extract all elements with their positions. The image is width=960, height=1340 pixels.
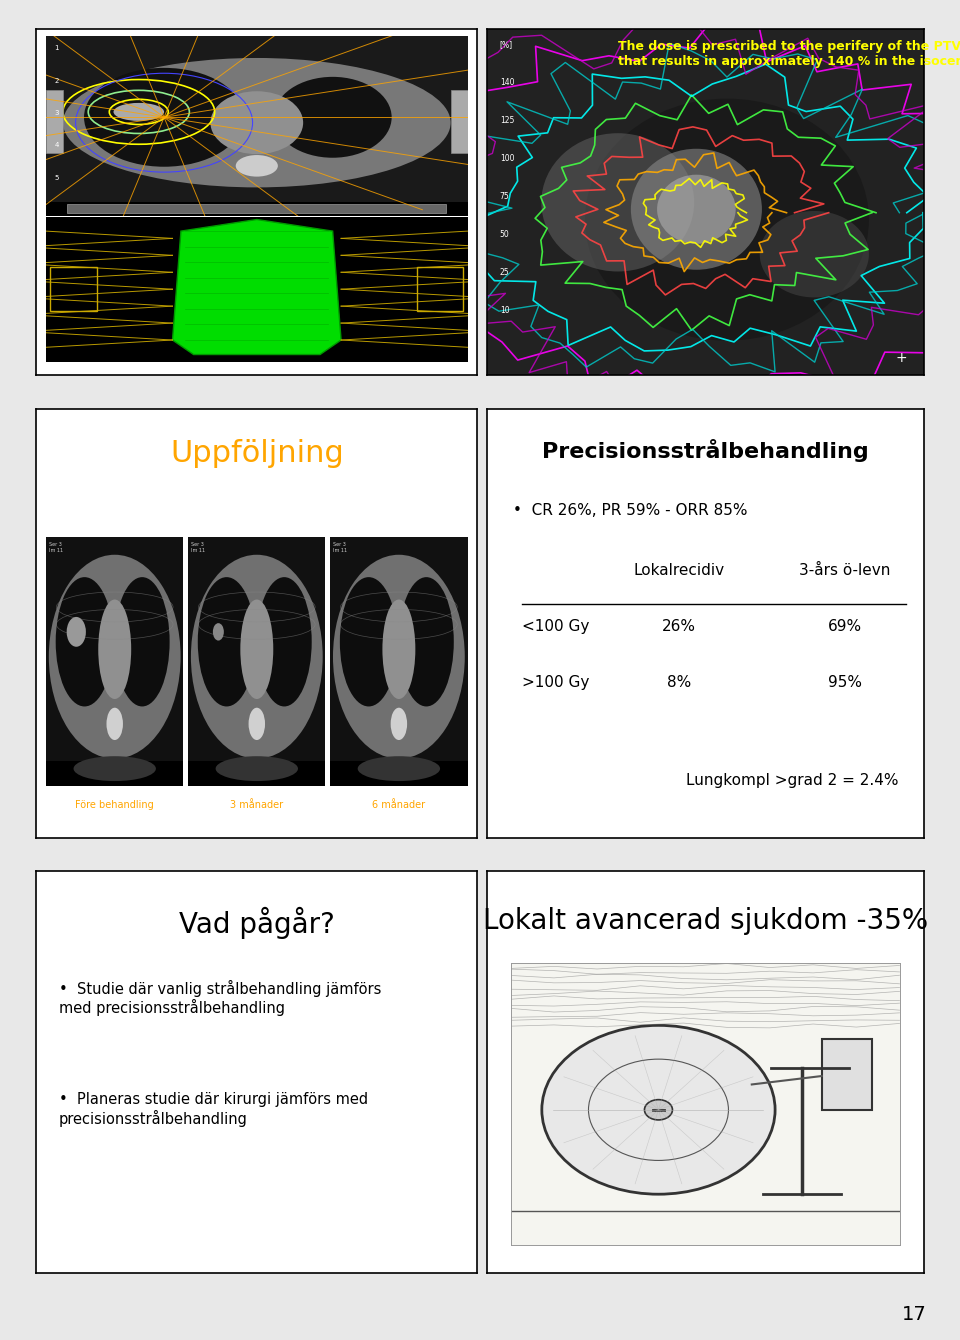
Polygon shape bbox=[450, 90, 468, 153]
Polygon shape bbox=[330, 761, 468, 787]
Ellipse shape bbox=[113, 103, 164, 121]
Text: 100: 100 bbox=[500, 154, 515, 163]
Text: <100 Gy: <100 Gy bbox=[521, 619, 589, 634]
Text: 8%: 8% bbox=[667, 674, 691, 690]
Text: 95%: 95% bbox=[828, 674, 862, 690]
Text: Lokalrecidiv: Lokalrecidiv bbox=[634, 563, 725, 578]
Polygon shape bbox=[46, 761, 183, 787]
Ellipse shape bbox=[240, 599, 274, 699]
Ellipse shape bbox=[66, 616, 85, 647]
Ellipse shape bbox=[340, 578, 397, 706]
Text: +: + bbox=[896, 351, 907, 364]
Text: Lungkompl >grad 2 = 2.4%: Lungkompl >grad 2 = 2.4% bbox=[686, 773, 899, 788]
Ellipse shape bbox=[213, 623, 224, 641]
Text: 10: 10 bbox=[500, 306, 510, 315]
Polygon shape bbox=[173, 220, 341, 355]
Text: 17: 17 bbox=[901, 1305, 926, 1324]
Ellipse shape bbox=[759, 210, 869, 297]
Ellipse shape bbox=[398, 578, 454, 706]
Text: Ser 3
Im 11: Ser 3 Im 11 bbox=[191, 543, 205, 553]
Ellipse shape bbox=[274, 76, 392, 158]
Text: •  Studie där vanlig strålbehandling jämförs
med precisionsstrålbehandling: • Studie där vanlig strålbehandling jämf… bbox=[59, 980, 381, 1016]
Ellipse shape bbox=[585, 99, 869, 340]
Ellipse shape bbox=[198, 578, 255, 706]
Ellipse shape bbox=[210, 91, 303, 154]
Ellipse shape bbox=[84, 68, 244, 166]
Text: Uppföljning: Uppföljning bbox=[170, 438, 344, 468]
Text: 3: 3 bbox=[55, 110, 59, 117]
Polygon shape bbox=[46, 202, 468, 216]
Text: 50: 50 bbox=[500, 230, 510, 239]
Ellipse shape bbox=[74, 756, 156, 781]
Ellipse shape bbox=[236, 155, 277, 177]
Text: 2: 2 bbox=[55, 78, 59, 83]
Ellipse shape bbox=[107, 708, 123, 740]
Text: Vad pågår?: Vad pågår? bbox=[179, 907, 335, 939]
Ellipse shape bbox=[382, 599, 416, 699]
Polygon shape bbox=[822, 1040, 873, 1110]
Text: Lokalt avancerad sjukdom -35%: Lokalt avancerad sjukdom -35% bbox=[483, 907, 927, 935]
Ellipse shape bbox=[216, 756, 298, 781]
Text: 3 månader: 3 månader bbox=[230, 800, 283, 811]
Ellipse shape bbox=[63, 58, 450, 188]
Text: 6 månader: 6 månader bbox=[372, 800, 425, 811]
Text: •  CR 26%, PR 59% - ORR 85%: • CR 26%, PR 59% - ORR 85% bbox=[513, 502, 748, 519]
Ellipse shape bbox=[256, 578, 312, 706]
Text: Precisionsstrålbehandling: Precisionsstrålbehandling bbox=[541, 438, 869, 462]
Circle shape bbox=[541, 1025, 775, 1194]
Text: The dose is prescribed to the perifery of the PTV
that results in approximately : The dose is prescribed to the perifery o… bbox=[618, 40, 960, 68]
Circle shape bbox=[644, 1100, 672, 1120]
Text: >100 Gy: >100 Gy bbox=[521, 674, 589, 690]
Ellipse shape bbox=[98, 599, 132, 699]
Text: Ser 3
Im 11: Ser 3 Im 11 bbox=[333, 543, 348, 553]
Ellipse shape bbox=[657, 174, 735, 244]
Text: 125: 125 bbox=[500, 117, 515, 125]
Ellipse shape bbox=[631, 149, 762, 269]
Text: Ser 3
Im 11: Ser 3 Im 11 bbox=[49, 543, 63, 553]
Ellipse shape bbox=[391, 708, 407, 740]
Polygon shape bbox=[188, 761, 325, 787]
Text: 75: 75 bbox=[500, 192, 510, 201]
Text: 5: 5 bbox=[55, 174, 59, 181]
Text: 1: 1 bbox=[55, 46, 59, 51]
Ellipse shape bbox=[249, 708, 265, 740]
Ellipse shape bbox=[56, 578, 113, 706]
Polygon shape bbox=[46, 90, 63, 153]
Text: [%]: [%] bbox=[500, 40, 513, 48]
Polygon shape bbox=[67, 204, 446, 213]
Text: Före behandling: Före behandling bbox=[75, 800, 155, 811]
Ellipse shape bbox=[49, 555, 180, 758]
Ellipse shape bbox=[541, 133, 694, 272]
Text: 4: 4 bbox=[55, 142, 59, 149]
Text: 26%: 26% bbox=[661, 619, 696, 634]
Ellipse shape bbox=[191, 555, 323, 758]
Text: •  Planeras studie där kirurgi jämförs med
precisionsstrålbehandling: • Planeras studie där kirurgi jämförs me… bbox=[59, 1092, 368, 1127]
Ellipse shape bbox=[358, 756, 440, 781]
Text: 140: 140 bbox=[500, 78, 515, 87]
Text: 25: 25 bbox=[500, 268, 510, 277]
Ellipse shape bbox=[333, 555, 465, 758]
Text: 3-års ö-levn: 3-års ö-levn bbox=[800, 563, 891, 578]
Text: 69%: 69% bbox=[828, 619, 862, 634]
Ellipse shape bbox=[115, 578, 170, 706]
